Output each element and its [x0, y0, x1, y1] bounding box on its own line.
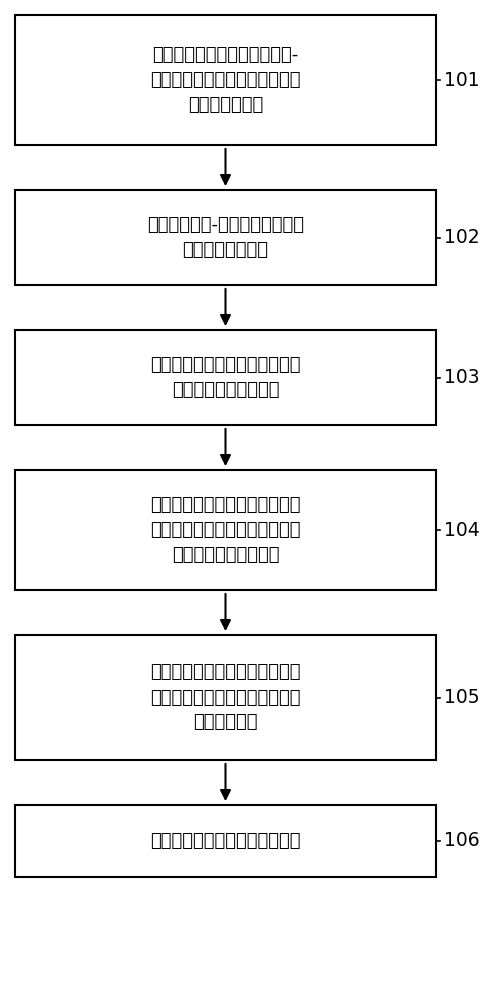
Bar	[15, 805, 436, 877]
Text: 根据岩石粒度剖面，确定不同粒
度对应的粒度中值范围: 根据岩石粒度剖面，确定不同粒 度对应的粒度中值范围	[150, 356, 301, 399]
Bar	[15, 15, 436, 145]
Bar	[15, 330, 436, 425]
Text: 103: 103	[444, 368, 480, 387]
Text: 102: 102	[444, 228, 480, 247]
Text: 105: 105	[444, 688, 480, 707]
Text: 根据未知砂岩对应的粒度中值范
围与初始粒度中值，确定未知砂
岩的粒度中值: 根据未知砂岩对应的粒度中值范 围与初始粒度中值，确定未知砂 岩的粒度中值	[150, 664, 301, 732]
Text: 104: 104	[444, 520, 480, 540]
Text: 101: 101	[444, 70, 480, 90]
Text: 建立不同粒度砂岩的自然伽马-
中子测井交会图，确定不同粒度
砂岩的约束界限: 建立不同粒度砂岩的自然伽马- 中子测井交会图，确定不同粒度 砂岩的约束界限	[150, 46, 301, 114]
Bar	[15, 635, 436, 760]
Text: 106: 106	[444, 832, 480, 850]
Text: 根据粒度中值，计算基质渗透率: 根据粒度中值，计算基质渗透率	[150, 832, 301, 850]
Text: 根据自然伽马-中子测井交会图，
获得岩石粒度剖面: 根据自然伽马-中子测井交会图， 获得岩石粒度剖面	[147, 216, 304, 259]
Bar	[15, 190, 436, 285]
Bar	[15, 470, 436, 590]
Text: 根据已知的粒度中值、约束界限
与自然伽马建立交会图，计算未
知砂岩的初始粒度中值: 根据已知的粒度中值、约束界限 与自然伽马建立交会图，计算未 知砂岩的初始粒度中值	[150, 496, 301, 564]
